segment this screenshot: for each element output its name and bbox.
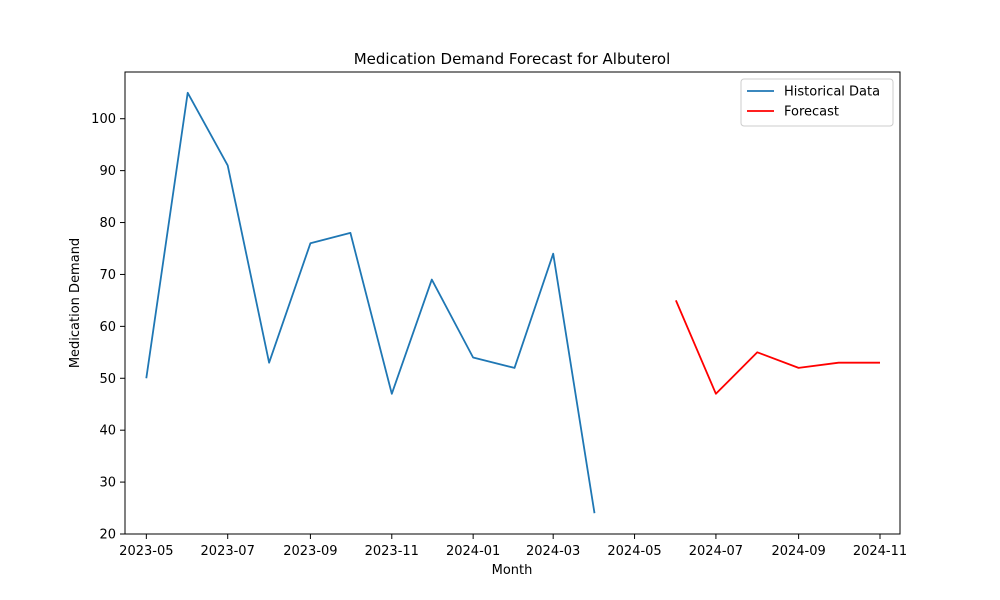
- legend: Historical Data Forecast: [740, 78, 894, 127]
- y-axis-label: Medication Demand: [68, 238, 83, 368]
- x-axis-label: Month: [492, 563, 533, 578]
- y-tick-label: 40: [99, 424, 116, 439]
- x-tick-label: 2023-05: [119, 544, 173, 559]
- y-tick-label: 70: [99, 268, 116, 283]
- y-tick-label: 50: [99, 372, 116, 387]
- y-tick-label: 30: [99, 476, 116, 491]
- x-tick-label: 2024-09: [771, 544, 825, 559]
- x-tick-label: 2024-03: [526, 544, 580, 559]
- chart-title: Medication Demand Forecast for Albuterol: [354, 50, 671, 68]
- x-tick-label: 2023-11: [365, 544, 419, 559]
- y-tick-label: 20: [99, 528, 116, 543]
- x-tick-label: 2023-07: [201, 544, 255, 559]
- x-tick-label: 2024-01: [446, 544, 500, 559]
- x-tick-label: 2024-11: [853, 544, 907, 559]
- legend-label: Historical Data: [784, 85, 880, 100]
- y-tick-label: 80: [99, 216, 116, 231]
- legend-label: Forecast: [784, 105, 839, 120]
- axes-frame: [124, 71, 901, 535]
- y-tick-label: 100: [91, 112, 116, 127]
- plot-area: 2023-05 2023-07 2023-09 2023-11 2024-01 2024-…: [91, 71, 907, 559]
- x-tick-label: 2024-07: [689, 544, 743, 559]
- series-line-0: [145, 91, 596, 514]
- x-tick-label: 2024-05: [607, 544, 661, 559]
- y-tick-label: 90: [99, 164, 116, 179]
- x-tick-label: 2023-09: [283, 544, 337, 559]
- legend-box: [740, 78, 894, 127]
- y-tick-label: 60: [99, 320, 116, 335]
- series-line-1: [675, 300, 880, 395]
